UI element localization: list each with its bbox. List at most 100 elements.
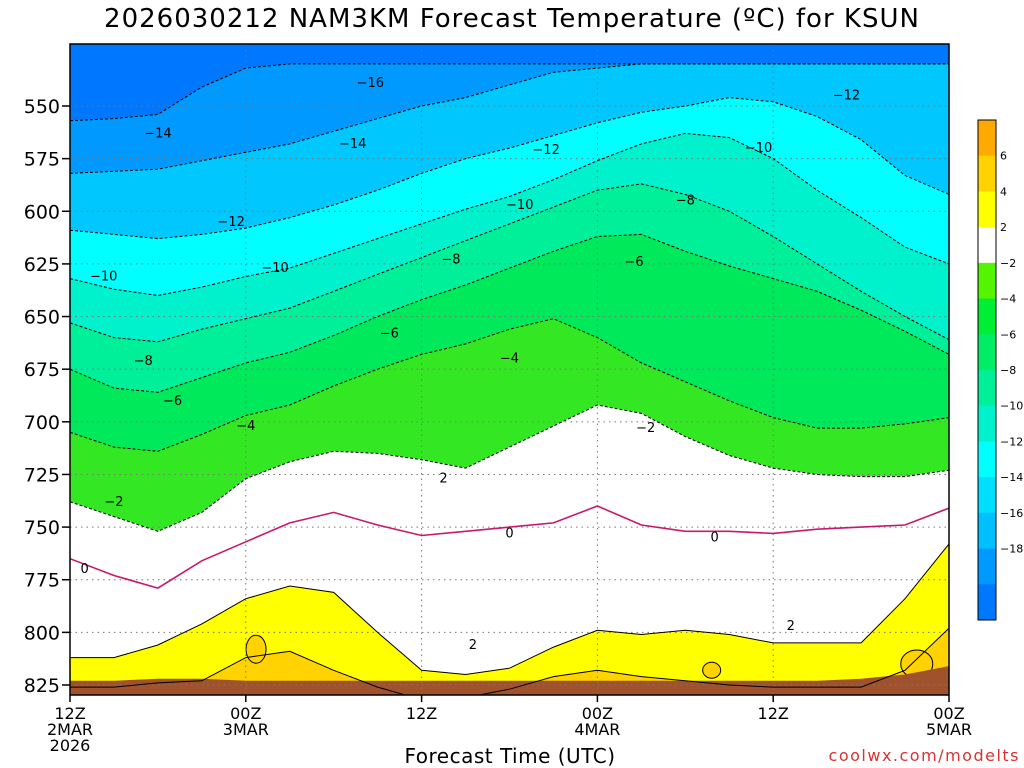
isotherm-m2 xyxy=(70,404,949,532)
warm-patch-0 xyxy=(245,634,267,664)
contour-label: −6 xyxy=(380,326,399,341)
colorbar-swatch xyxy=(978,227,996,264)
contour-label: 0 xyxy=(505,526,513,541)
contour-labels: −16 −14 −14 −12 −12 −12 −10 −10 −10 −10 −8 −8 −8 −6 −6… xyxy=(81,76,861,653)
contour-label: −2 xyxy=(104,495,123,510)
colorbar-label: −12 xyxy=(1000,435,1023,448)
isotherm-m4 xyxy=(70,318,949,452)
colorbar-label: −14 xyxy=(1000,471,1023,484)
colorbar-swatch xyxy=(978,584,996,621)
colorbar-swatch xyxy=(978,548,996,585)
y-axis: 550 575 600 625 650 675 700 725 750 775 800 825 xyxy=(24,96,70,697)
warm-patch-1 xyxy=(702,661,722,679)
contour-label: −4 xyxy=(236,419,255,434)
y-tick-label: 750 xyxy=(24,517,60,539)
x-tick-label: 12Z xyxy=(54,704,85,723)
contour-label: −12 xyxy=(217,215,244,230)
contour-label: −14 xyxy=(339,137,366,152)
y-tick-label: 675 xyxy=(24,359,60,381)
contour-label: −6 xyxy=(163,394,182,409)
colorbar-swatch xyxy=(978,262,996,300)
y-tick-label: 725 xyxy=(24,464,60,486)
isotherm-m14 xyxy=(70,63,949,174)
isotherm-m8 xyxy=(70,183,949,343)
contour-label: −8 xyxy=(441,253,460,268)
colorbar-swatch xyxy=(978,298,996,335)
contour-label: 0 xyxy=(81,562,89,577)
contour-label: −8 xyxy=(134,354,153,369)
colorbar: 6 4 2 −2 −4 −6 −8 −10 −12 −14 −16 −18 xyxy=(977,119,1023,621)
colorbar-label: 6 xyxy=(1000,150,1007,163)
y-tick-label: 650 xyxy=(24,307,60,329)
y-tick-label: 600 xyxy=(24,201,60,223)
contour-label: 2 xyxy=(439,472,447,487)
contour-label: 0 xyxy=(710,531,718,546)
isotherm-m10 xyxy=(70,132,949,297)
x-tick-label: 4MAR xyxy=(574,720,620,739)
isotherm-m6 xyxy=(70,233,949,393)
colorbar-label: 2 xyxy=(1000,221,1007,234)
colorbar-label: 4 xyxy=(1000,185,1007,198)
y-tick-label: 800 xyxy=(24,622,60,644)
contour-label: −2 xyxy=(636,421,655,436)
x-tick-label: 12Z xyxy=(406,704,437,723)
y-tick-label: 825 xyxy=(24,675,60,697)
y-tick-label: 700 xyxy=(24,412,60,434)
colorbar-swatch xyxy=(978,405,996,442)
isotherm-m16 xyxy=(70,63,949,122)
colorbar-label: −16 xyxy=(1000,507,1023,520)
isotherm-p4 xyxy=(70,627,949,695)
source-credit: coolwx.com/modelts xyxy=(828,746,1020,765)
band-above-6 xyxy=(70,696,949,701)
x-tick-label: 12Z xyxy=(758,704,789,723)
contour-label: −12 xyxy=(833,88,860,103)
contour-label: −12 xyxy=(532,143,559,158)
x-tick-label: 00Z xyxy=(230,704,261,723)
contour-label: −14 xyxy=(144,126,171,141)
temperature-bands xyxy=(70,44,949,701)
contour-label: −10 xyxy=(261,261,288,276)
contour-label: −6 xyxy=(624,255,643,270)
y-tick-label: 625 xyxy=(24,254,60,276)
y-tick-label: 775 xyxy=(24,570,60,592)
colorbar-label: −6 xyxy=(1000,328,1016,341)
contour-label: −10 xyxy=(506,198,533,213)
contour-label: −10 xyxy=(90,270,117,285)
ground-fill xyxy=(70,666,949,695)
colorbar-label: −8 xyxy=(1000,364,1016,377)
colorbar-swatch xyxy=(978,370,996,407)
contour-label: −8 xyxy=(676,194,695,209)
x-tick-label: 2MAR xyxy=(47,720,93,739)
colorbar-swatch xyxy=(978,334,996,371)
contour-label: 2 xyxy=(787,619,795,634)
colorbar-swatch xyxy=(978,120,996,157)
x-tick-label: 00Z xyxy=(933,704,964,723)
ground-terrain xyxy=(70,666,949,695)
contour-label: −4 xyxy=(500,352,519,367)
x-tick-label: 5MAR xyxy=(926,720,972,739)
y-tick-label: 575 xyxy=(24,149,60,171)
isotherm-p2 xyxy=(70,543,949,676)
isotherm-contours xyxy=(70,63,949,695)
isotherm-m12 xyxy=(70,97,949,240)
colorbar-label: −10 xyxy=(1000,400,1023,413)
colorbar-swatch xyxy=(978,441,996,478)
contour-label: −16 xyxy=(357,76,384,91)
x-tick-label: 2026 xyxy=(50,736,91,755)
chart-title: 2026030212 NAM3KM Forecast Temperature (… xyxy=(104,4,920,34)
contour-label: 2 xyxy=(469,638,477,653)
colorbar-label: −18 xyxy=(1000,543,1023,556)
x-axis-title: Forecast Time (UTC) xyxy=(404,744,616,768)
x-tick-label: 00Z xyxy=(582,704,613,723)
contour-label: −10 xyxy=(745,141,772,156)
colorbar-swatch xyxy=(978,191,996,228)
colorbar-swatch xyxy=(978,155,996,192)
colorbar-frame xyxy=(977,119,997,621)
y-tick-label: 550 xyxy=(24,96,60,118)
colorbar-swatch xyxy=(978,512,996,550)
isotherm-zero xyxy=(70,505,949,589)
colorbar-label: −4 xyxy=(1000,293,1016,306)
x-tick-label: 3MAR xyxy=(223,720,269,739)
colorbar-label: −2 xyxy=(1000,257,1016,270)
